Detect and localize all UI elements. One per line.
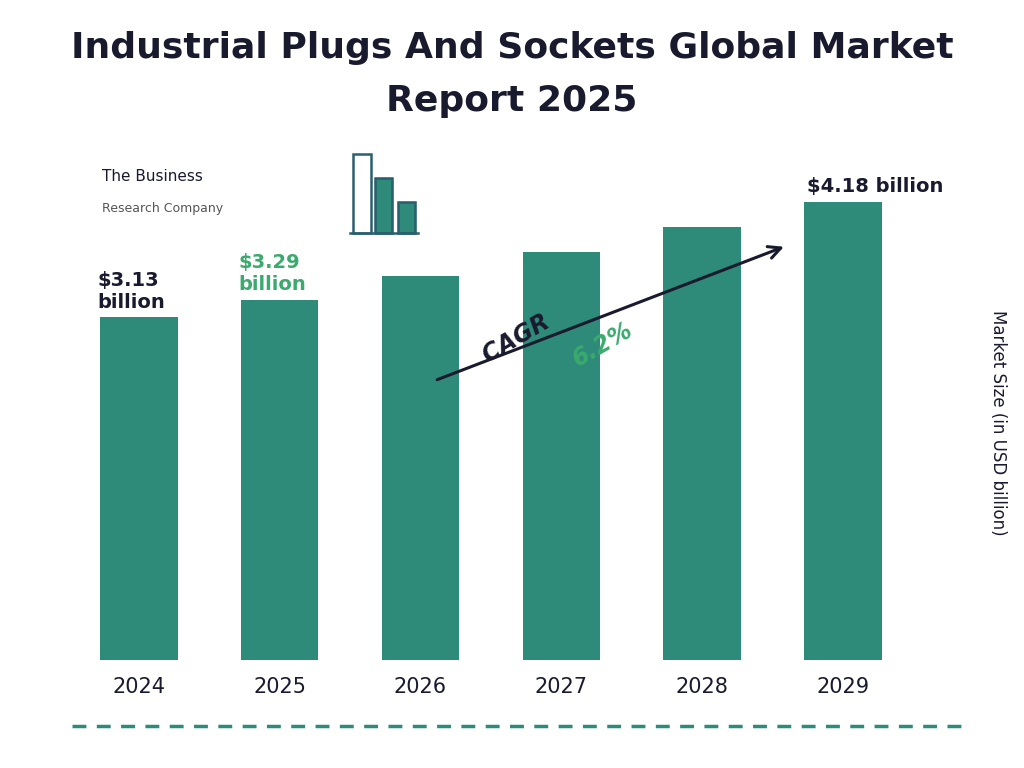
Bar bbox=[398, 202, 415, 233]
Text: $3.13
billion: $3.13 billion bbox=[97, 270, 165, 312]
Bar bbox=[522, 253, 600, 660]
Bar bbox=[376, 177, 392, 233]
Text: Report 2025: Report 2025 bbox=[386, 84, 638, 118]
Bar bbox=[100, 317, 177, 660]
Text: $4.18 billion: $4.18 billion bbox=[807, 177, 943, 197]
Text: Industrial Plugs And Sockets Global Market: Industrial Plugs And Sockets Global Mark… bbox=[71, 31, 953, 65]
Text: The Business: The Business bbox=[102, 169, 204, 184]
Bar bbox=[241, 300, 318, 660]
Text: Research Company: Research Company bbox=[102, 202, 223, 215]
Text: Market Size (in USD billion): Market Size (in USD billion) bbox=[989, 310, 1008, 535]
Bar bbox=[376, 177, 392, 233]
Text: CAGR: CAGR bbox=[478, 306, 561, 368]
Bar bbox=[353, 154, 371, 233]
Bar bbox=[664, 227, 740, 660]
Text: $3.29
billion: $3.29 billion bbox=[239, 253, 306, 294]
Bar bbox=[398, 202, 415, 233]
Bar bbox=[382, 276, 459, 660]
Text: 6.2%: 6.2% bbox=[568, 318, 637, 371]
Bar bbox=[804, 202, 882, 660]
